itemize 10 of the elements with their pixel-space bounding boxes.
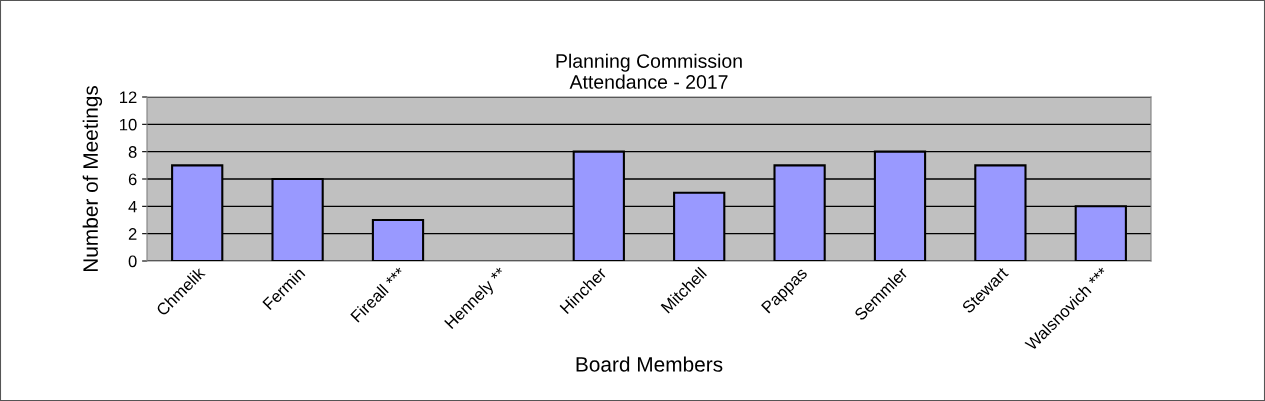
x-axis-title: Board Members <box>576 356 723 372</box>
y-tick-label: 8 <box>128 146 137 158</box>
y-tick-label: 0 <box>128 255 137 268</box>
y-tick-label: 6 <box>128 173 137 186</box>
y-tick-label: 12 <box>120 91 137 104</box>
y-tick-label: 2 <box>128 228 137 240</box>
chart-title: Planning Commission Attendance - 2017 <box>556 53 742 89</box>
y-axis-title: Number of Meetings <box>82 85 103 272</box>
y-tick-label: 4 <box>128 200 137 213</box>
y-tick-label: 10 <box>120 118 137 131</box>
